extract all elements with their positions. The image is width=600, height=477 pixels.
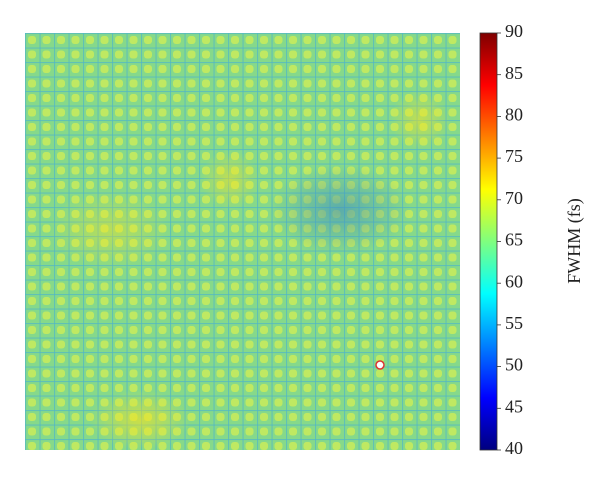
colorbar-tick-label: 65 [505,230,523,250]
colorbar-tick-label: 75 [505,146,523,166]
colorbar-tick-label: 40 [505,438,523,458]
colorbar-tick-label: 45 [505,396,523,416]
colorbar-tick-label: 85 [505,63,523,83]
colorbar-tick-label: 70 [505,188,523,208]
colorbar-label: FWHM (fs) [564,198,585,284]
colorbar-tick-label: 50 [505,355,523,375]
heatmap-image [25,33,460,450]
colorbar-tick-label: 80 [505,105,523,125]
colorbar-tick-label: 60 [505,271,523,291]
colorbar-tick-label: 90 [505,21,523,41]
colorbar-tick-label: 55 [505,313,523,333]
colorbar-scale [479,32,498,451]
colorbar: 40 45 50 55 60 65 70 75 80 85 90 [479,21,523,458]
